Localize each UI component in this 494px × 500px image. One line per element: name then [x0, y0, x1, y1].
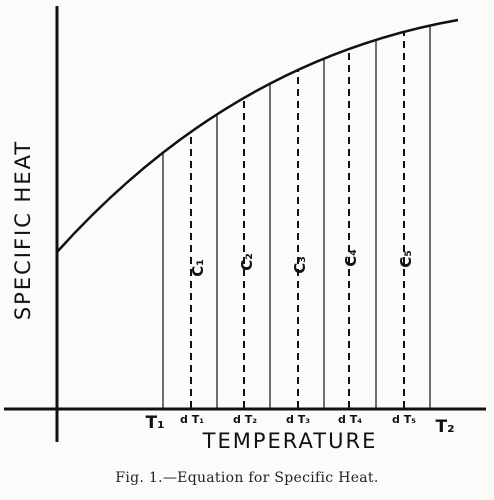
dt5-label: d T₅	[392, 413, 416, 426]
c2-label: C₂	[238, 253, 256, 271]
c1-label: C₁	[189, 259, 207, 277]
c5-label: C₅	[397, 250, 415, 268]
y-axis-label: SPECIFIC HEAT	[11, 140, 35, 320]
dt3-label: d T₃	[286, 413, 310, 426]
dt2-label: d T₂	[233, 413, 257, 426]
c3-label: C₃	[291, 256, 309, 274]
figure-caption: Fig. 1.—Equation for Specific Heat.	[115, 470, 379, 486]
dt4-label: d T₄	[338, 413, 362, 426]
t2-label: T₂	[435, 417, 454, 437]
t1-label: T₁	[145, 413, 164, 433]
specific-heat-diagram: SPECIFIC HEAT TEMPERATURE T₁ T₂ C₁ C₂ C₃…	[4, 6, 486, 453]
dt1-label: d T₁	[180, 413, 204, 426]
x-axis-label: TEMPERATURE	[202, 429, 378, 453]
specific-heat-curve	[56, 18, 459, 253]
c4-label: C₄	[342, 249, 360, 267]
